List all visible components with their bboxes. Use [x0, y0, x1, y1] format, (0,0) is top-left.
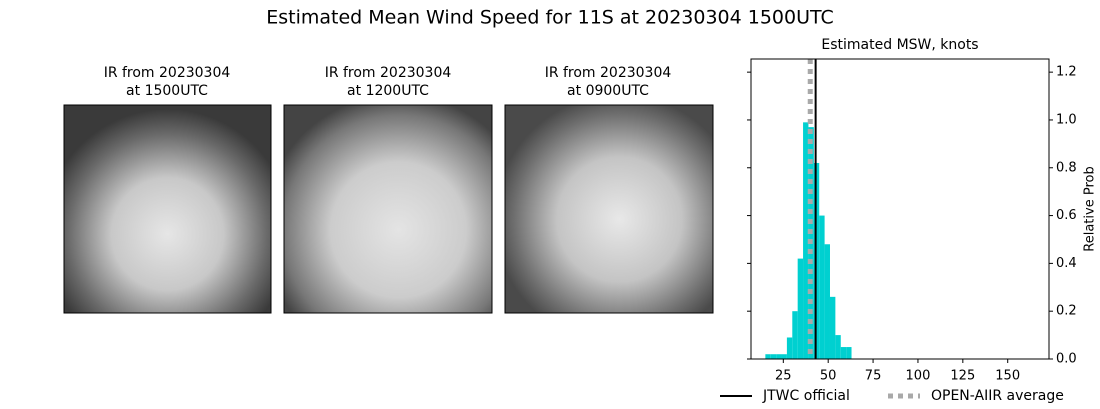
y-tick-label: 1.2 [1056, 65, 1077, 80]
ir-image [63, 104, 272, 314]
legend-label: OPEN-AIIR average [931, 388, 1064, 404]
panel-title: IR from 20230304 [545, 65, 672, 81]
panel: IR from 20230304 at 1500UTC [63, 65, 272, 314]
bar [835, 335, 841, 359]
bar [829, 296, 836, 359]
y-tick-label: 1.0 [1056, 112, 1077, 127]
bar [824, 244, 830, 359]
bar [765, 354, 771, 359]
bar [786, 337, 793, 359]
chart-title: Estimated MSW, knots [821, 37, 978, 53]
x-tick-label: 100 [906, 369, 931, 384]
x-tick-label: 50 [820, 369, 837, 384]
panel: IR from 20230304 at 0900UTC [504, 65, 714, 314]
y-tick-label: 0.2 [1056, 304, 1077, 319]
y-axis-label: Relative Prob [1083, 166, 1098, 251]
bar [770, 354, 777, 359]
y-tick-label: 0.6 [1056, 208, 1077, 223]
ir-image [504, 104, 714, 314]
plot-frame [750, 58, 1050, 360]
legend-label: JTWC official [762, 388, 850, 404]
ir-image [283, 104, 493, 314]
x-tick-label: 125 [950, 369, 975, 384]
panel-title: at 1200UTC [347, 83, 429, 99]
bar [840, 347, 847, 359]
panel: IR from 20230304 at 1200UTC [283, 65, 493, 314]
x-tick-label: 150 [995, 369, 1020, 384]
bar [819, 215, 825, 359]
x-tick-label: 75 [865, 369, 882, 384]
panel-title: at 0900UTC [567, 83, 649, 99]
bar [803, 122, 809, 359]
bar [846, 347, 852, 359]
panel-title: IR from 20230304 [104, 65, 231, 81]
bar [781, 354, 787, 359]
panel-title: IR from 20230304 [325, 65, 452, 81]
bar [792, 311, 798, 359]
y-tick-label: 0.8 [1056, 160, 1077, 175]
figure-title: Estimated Mean Wind Speed for 11S at 202… [266, 7, 834, 29]
y-tick-label: 0.0 [1056, 352, 1077, 367]
panel-title: at 1500UTC [126, 83, 208, 99]
y-tick-label: 0.4 [1056, 256, 1077, 271]
x-tick-label: 25 [775, 369, 792, 384]
bar [776, 354, 782, 359]
bar [797, 258, 804, 359]
